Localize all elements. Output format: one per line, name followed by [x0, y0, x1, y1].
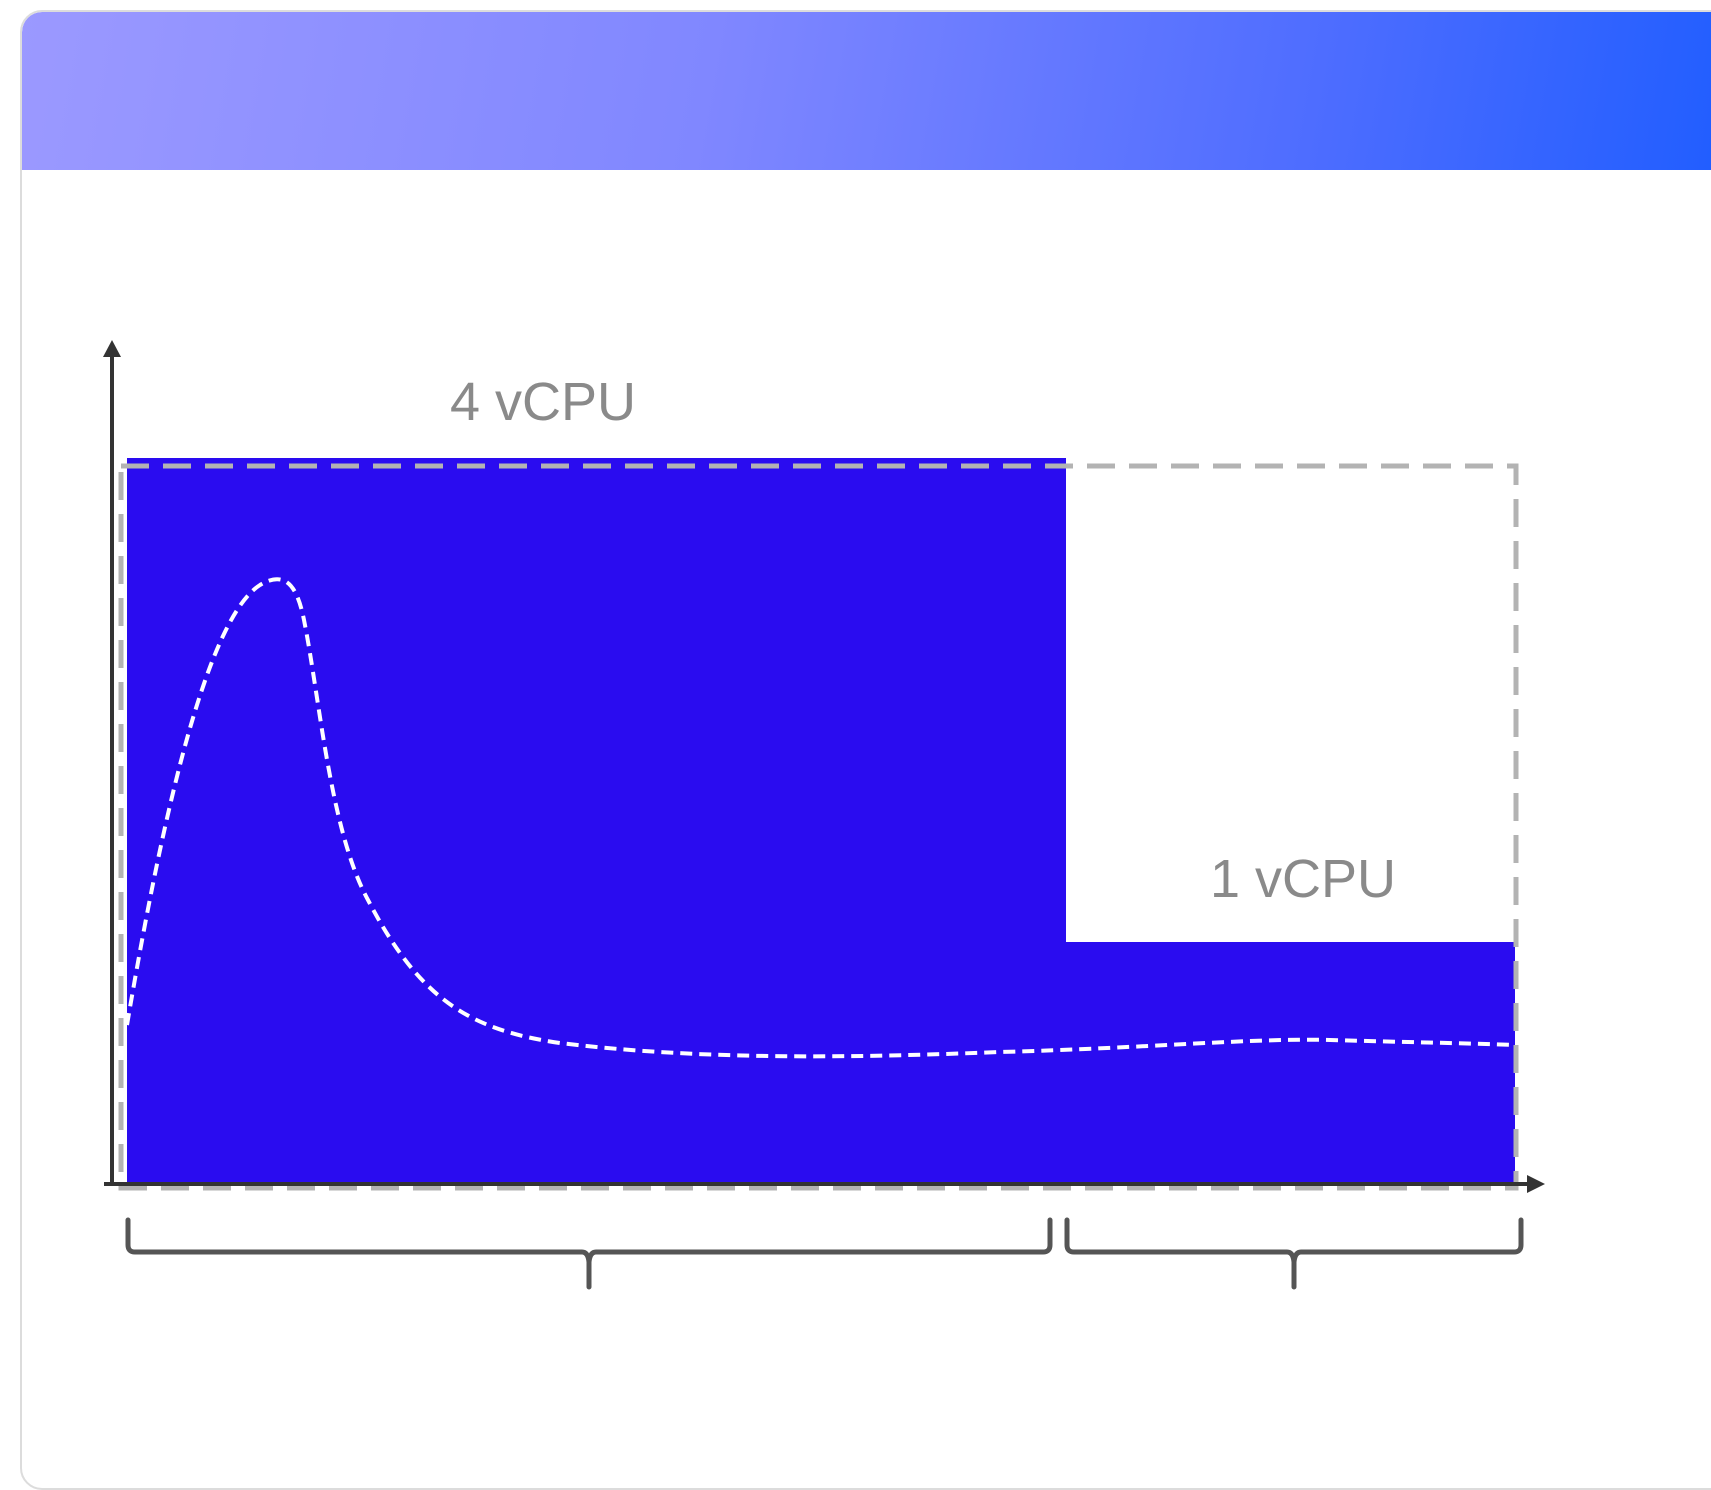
- high-period-brace: [125, 1217, 1053, 1290]
- label-1-vcpu: 1 vCPU: [1210, 849, 1396, 909]
- max-capacity-outline: [118, 463, 1519, 1191]
- low-period-brace: [1064, 1217, 1524, 1290]
- label-4-vcpu: 4 vCPU: [450, 372, 636, 432]
- allocated-capacity-area: [127, 458, 1515, 1182]
- cpu-usage-curve: [125, 577, 1516, 1059]
- card-header: [22, 12, 1711, 170]
- y-axis-arrow: [103, 340, 121, 357]
- x-axis-arrow: [1527, 1175, 1545, 1193]
